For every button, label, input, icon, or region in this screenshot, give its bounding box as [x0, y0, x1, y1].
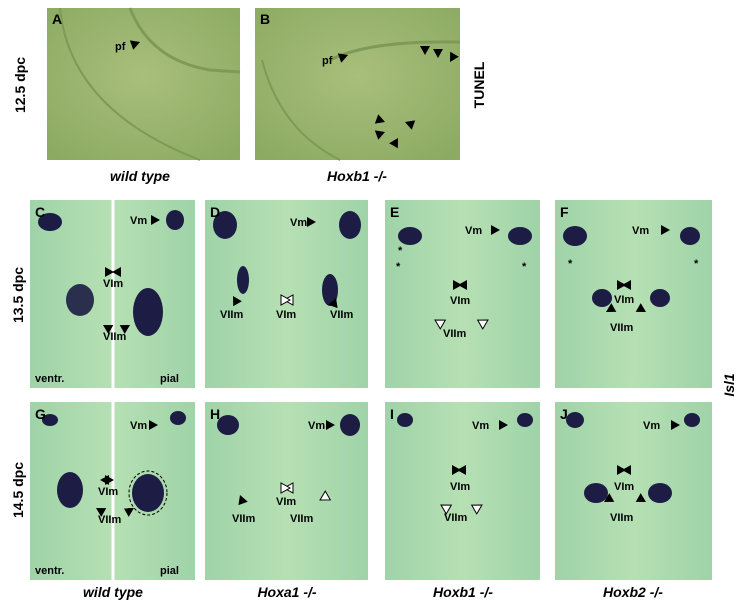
annotation: VIm: [276, 309, 296, 321]
row-label: 13.5 dpc: [10, 267, 26, 323]
annotation: VIIm: [444, 512, 467, 524]
staining: [38, 210, 700, 512]
genotype-label: Hoxa1 -/-: [257, 584, 316, 600]
genotype-label: Hoxb1 -/-: [327, 168, 387, 184]
annotation: Vm: [290, 217, 307, 229]
panel-letter: A: [52, 11, 62, 27]
annotation: Vm: [643, 420, 660, 432]
annotation: VIIm: [330, 309, 353, 321]
panel-image: [555, 402, 712, 580]
annotation: *: [522, 261, 527, 273]
annotation: *: [568, 258, 573, 270]
annotation: *: [398, 245, 403, 257]
annotation: pial: [160, 373, 179, 385]
tissue-edge: [59, 7, 201, 161]
annotation: VIIm: [290, 513, 313, 525]
annotation: VIIm: [98, 514, 121, 526]
outline: [128, 470, 168, 516]
annotation: VIIm: [443, 328, 466, 340]
annotation: VIIm: [610, 322, 633, 334]
panel-letter: H: [210, 406, 220, 422]
tissue-edge: [261, 59, 341, 161]
side-label: TUNEL: [471, 61, 487, 108]
panel-letter: G: [35, 406, 46, 422]
annotation: *: [396, 261, 401, 273]
annotation: ventr.: [35, 565, 64, 577]
annotation: *: [694, 258, 699, 270]
panel-image: [385, 402, 540, 580]
annotation: Vm: [308, 420, 325, 432]
annotation: pf: [115, 41, 126, 53]
annotation: VIm: [450, 295, 470, 307]
panel-letter: C: [35, 204, 45, 220]
annotation: VIm: [614, 294, 634, 306]
panel-letter: E: [390, 204, 399, 220]
row-label: 14.5 dpc: [10, 462, 26, 518]
side-label: Isl1: [721, 373, 737, 397]
annotation: VIm: [450, 481, 470, 493]
panel-letter: J: [560, 406, 568, 422]
annotation: VIIm: [220, 309, 243, 321]
annotation: VIm: [614, 481, 634, 493]
panel-letter: I: [390, 406, 394, 422]
annotation: Vm: [472, 420, 489, 432]
annotation: VIIm: [103, 331, 126, 343]
genotype-label: wild type: [110, 168, 170, 184]
annotation: VIm: [276, 496, 296, 508]
annotation: ventr.: [35, 373, 64, 385]
genotype-label: Hoxb1 -/-: [433, 584, 493, 600]
panel-letter: B: [260, 11, 270, 27]
annotation: VIIm: [610, 512, 633, 524]
genotype-label: wild type: [83, 584, 143, 600]
annotation: VIm: [98, 486, 118, 498]
annotation: Vm: [632, 225, 649, 237]
annotation: pial: [160, 565, 179, 577]
annotation: VIIm: [232, 513, 255, 525]
row-label: 12.5 dpc: [12, 57, 28, 113]
panel-image: [255, 8, 460, 160]
genotype-label: Hoxb2 -/-: [603, 584, 663, 600]
annotation: pf: [322, 55, 333, 67]
panel-letter: F: [560, 204, 569, 220]
annotation: Vm: [465, 225, 482, 237]
annotation: Vm: [130, 215, 147, 227]
annotation: VIm: [103, 278, 123, 290]
tissue-edge: [128, 7, 241, 74]
panel-letter: D: [210, 204, 220, 220]
annotation: Vm: [130, 420, 147, 432]
